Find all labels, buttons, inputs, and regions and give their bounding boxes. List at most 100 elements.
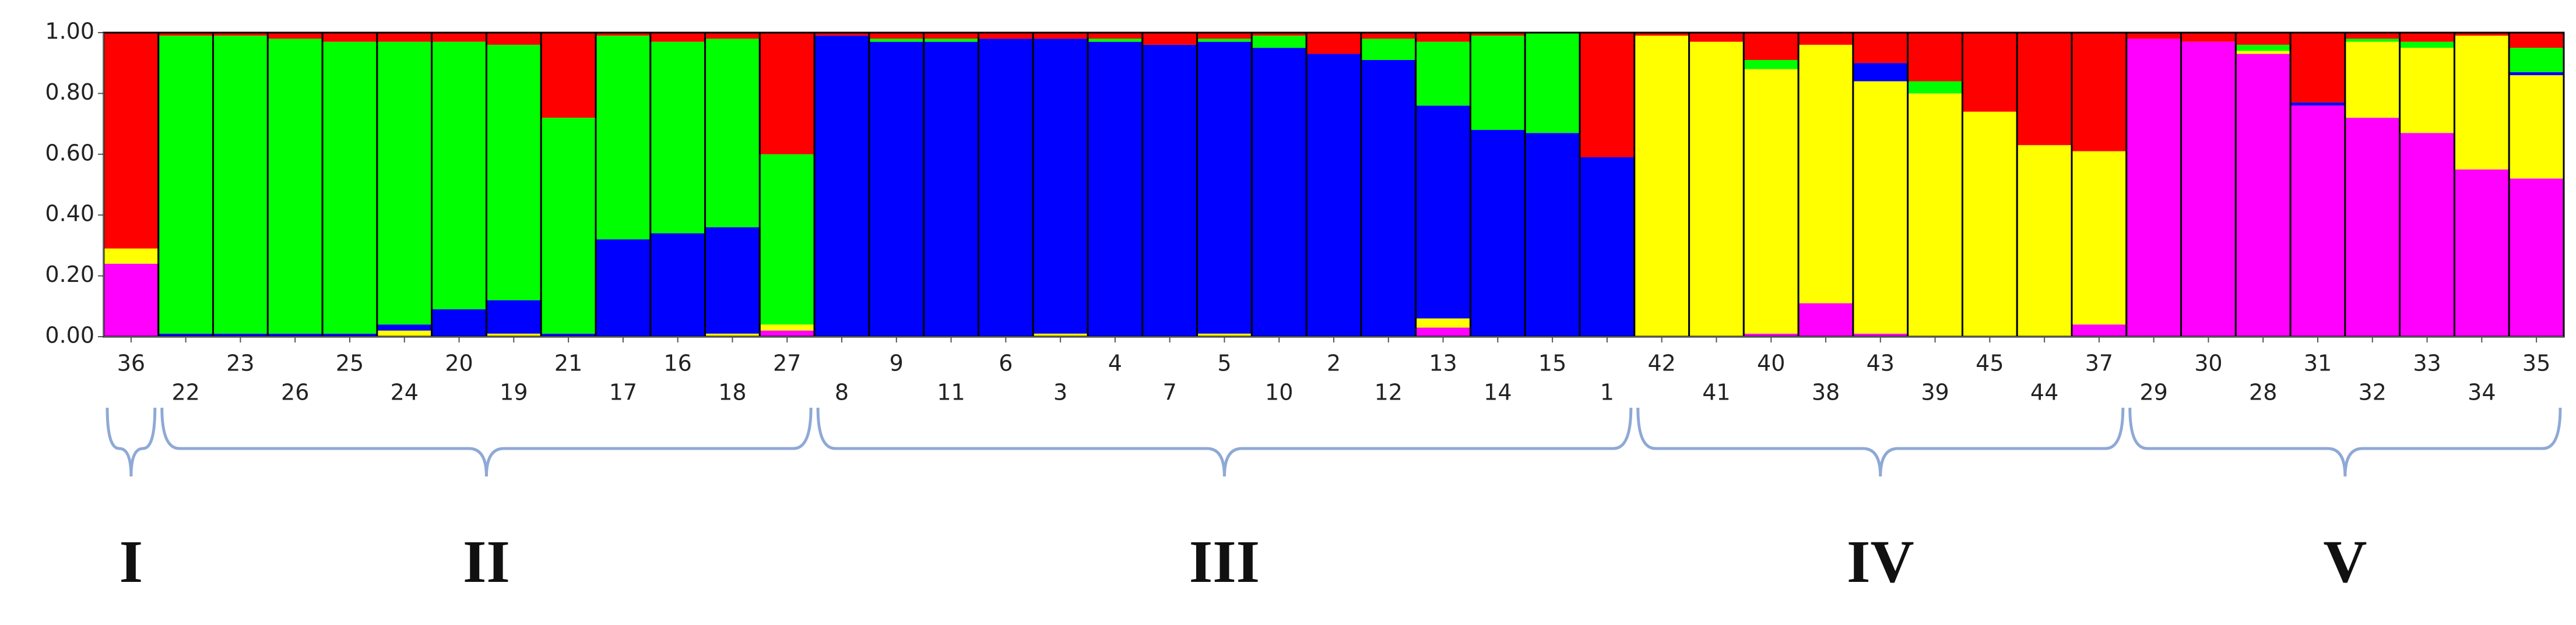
x-tick-label: 31 (2304, 351, 2332, 376)
bar-segment (541, 33, 596, 118)
bar-segment (1580, 157, 1635, 337)
bar-segment (104, 33, 159, 249)
bar-segment (486, 44, 542, 301)
bar-segment (1197, 33, 1252, 39)
bar-segment (213, 33, 268, 36)
bar-segment (1798, 33, 1853, 45)
bar-segment (158, 333, 213, 337)
x-tick-label: 10 (1265, 380, 1293, 405)
x-tick-label: 6 (999, 351, 1013, 376)
x-tick-label: 21 (554, 351, 582, 376)
bar-segment (1853, 333, 1908, 337)
x-tick-label: 24 (391, 380, 419, 405)
x-tick-label: 17 (609, 380, 637, 405)
bar-segment (1853, 63, 1908, 82)
bar-segment (1088, 33, 1143, 39)
bar-segment (431, 309, 487, 337)
x-tick-label: 42 (1647, 351, 1675, 376)
bar-segment (1744, 69, 1799, 334)
bar-segment (1033, 33, 1088, 39)
bar-segment (2345, 33, 2400, 39)
x-tick-label: 5 (1217, 351, 1231, 376)
bar-segment (486, 300, 542, 334)
bar-segment (268, 33, 323, 39)
x-tick-label: 7 (1163, 380, 1177, 405)
x-tick-label: 35 (2522, 351, 2550, 376)
bar-segment (1744, 333, 1799, 337)
x-tick-label: 15 (1538, 351, 1566, 376)
bar-segment (2236, 44, 2291, 51)
bar-segment (1689, 41, 1744, 337)
bar-segment (377, 41, 432, 325)
bar-segment (2290, 103, 2345, 106)
bar-segment (1415, 327, 1471, 337)
x-tick-label: 9 (890, 351, 904, 376)
x-tick-label: 23 (226, 351, 254, 376)
bar-segment (705, 38, 760, 228)
bar-segment (2236, 33, 2291, 45)
x-tick-label: 44 (2030, 380, 2058, 405)
bar-segment (2509, 48, 2564, 72)
bar-segment (705, 333, 760, 337)
bar-segment (322, 41, 377, 334)
bar-segment (1361, 33, 1416, 39)
x-tick-label: 28 (2249, 380, 2277, 405)
x-tick-label: 3 (1053, 380, 1067, 405)
bar-segment (1470, 130, 1526, 337)
bar-segment (486, 33, 542, 45)
x-tick-label: 22 (171, 380, 199, 405)
bar-segment (1252, 36, 1307, 48)
bar-segment (322, 33, 377, 42)
bar-segment (1088, 38, 1143, 42)
bar-segment (104, 248, 159, 264)
bar-segment (1525, 133, 1580, 337)
bar-segment (2399, 33, 2455, 42)
bar-segment (1962, 33, 2018, 112)
x-tick-label: 41 (1702, 380, 1730, 405)
bar-segment (1470, 36, 1526, 130)
x-tick-label: 30 (2194, 351, 2222, 376)
bar-segment (2017, 145, 2072, 337)
bar-segment (1853, 81, 1908, 334)
bar-segment (104, 263, 159, 337)
y-tick-label: 1.00 (45, 19, 94, 44)
bar-segment (2345, 41, 2400, 118)
bar-segment (2181, 33, 2236, 42)
x-tick-label: 12 (1375, 380, 1403, 405)
bar-segment (2454, 36, 2510, 170)
x-tick-label: 20 (445, 351, 473, 376)
bar-segment (650, 233, 705, 337)
x-tick-label: 14 (1484, 380, 1512, 405)
bar-segment (1525, 33, 1580, 133)
bar-segment (1197, 41, 1252, 334)
bar-segment (869, 33, 924, 39)
bar-segment (1361, 38, 1416, 60)
group-bracket (160, 407, 813, 477)
x-tick-label: 25 (336, 351, 364, 376)
bar-segment (1252, 48, 1307, 337)
bar-segment (1306, 54, 1361, 337)
bar-segment (1907, 93, 1963, 337)
x-tick-label: 19 (500, 380, 528, 405)
group-bracket (2128, 407, 2562, 477)
bar-segment (2181, 41, 2236, 337)
bar-segment (2017, 33, 2072, 146)
x-tick-label: 45 (1976, 351, 2004, 376)
bar-segment (377, 324, 432, 331)
x-tick-label: 11 (937, 380, 965, 405)
bar-segment (2399, 41, 2455, 48)
bar-segment (2399, 133, 2455, 337)
bar-segment (1798, 303, 1853, 337)
bar-segment (1634, 33, 1689, 36)
bar-segment (268, 333, 323, 337)
bar-segment (486, 333, 542, 337)
bar-segment (978, 38, 1034, 337)
x-tick-label: 43 (1867, 351, 1895, 376)
bar-segment (705, 227, 760, 334)
bar-segment (596, 36, 651, 239)
bar-segment (1306, 33, 1361, 54)
x-tick-label: 13 (1429, 351, 1457, 376)
y-tick-label: 0.40 (45, 201, 94, 227)
bar-segment (978, 33, 1034, 39)
bar-segment (268, 38, 323, 334)
